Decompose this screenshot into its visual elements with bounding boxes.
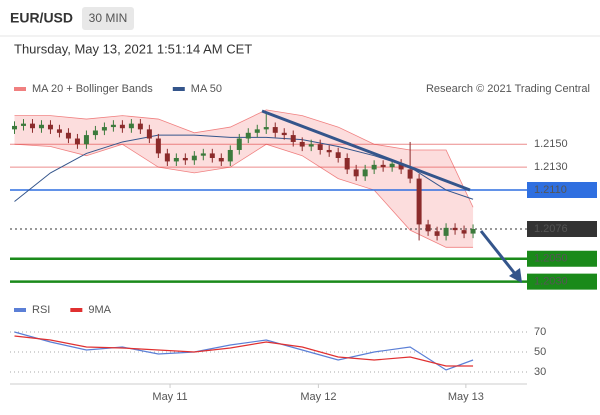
candle-body xyxy=(92,130,98,136)
level-label: 1.2110 xyxy=(534,184,567,196)
candle-body xyxy=(443,227,449,236)
candle-body xyxy=(344,157,350,170)
indicator-line xyxy=(14,335,474,367)
candle-body xyxy=(317,144,323,150)
candle-body xyxy=(155,138,161,154)
symbol: EUR/USD xyxy=(10,10,73,26)
candle-body xyxy=(407,169,413,179)
level-tag xyxy=(527,250,597,267)
credit: Research © 2021 Trading Central xyxy=(426,83,590,95)
bollinger-upper xyxy=(14,109,474,208)
candle-body xyxy=(290,135,296,142)
candle-body xyxy=(47,124,53,130)
x-tick-label: May 12 xyxy=(300,391,336,403)
candle-body xyxy=(110,124,116,128)
candle-body xyxy=(11,125,17,130)
candle-body xyxy=(209,153,215,158)
trend-line xyxy=(261,109,471,192)
timeframe-box xyxy=(82,7,134,30)
candle-body xyxy=(380,164,386,168)
legend-swatch xyxy=(14,87,26,91)
candle-body xyxy=(128,123,134,129)
candle-body xyxy=(434,231,440,236)
level-label: 1.2150 xyxy=(534,138,568,150)
candle-body xyxy=(173,157,179,162)
candle-body xyxy=(389,163,395,168)
candle-body xyxy=(416,178,422,225)
indicator-line xyxy=(14,331,474,371)
level-label: 1.2130 xyxy=(534,161,568,173)
candle-body xyxy=(452,227,458,231)
candle-body xyxy=(263,127,269,130)
candle-body xyxy=(218,157,224,162)
timeframe: 30 MIN xyxy=(89,11,128,25)
arrow-head xyxy=(509,268,522,283)
candle-body xyxy=(281,132,287,136)
x-tick-label: May 11 xyxy=(152,391,187,403)
level-label: 1.2050 xyxy=(534,253,568,265)
candle-body xyxy=(335,152,341,158)
candle-body xyxy=(461,230,467,234)
level-tag xyxy=(527,220,597,237)
candle-body xyxy=(326,149,332,153)
candle-body xyxy=(101,127,107,131)
y-tick-label: 30 xyxy=(534,366,546,378)
candle-body xyxy=(65,132,71,139)
legend-label: MA 50 xyxy=(191,83,222,95)
candle-body xyxy=(425,224,431,232)
level-tag xyxy=(527,273,597,290)
candle-body xyxy=(308,144,314,147)
candle-body xyxy=(227,149,233,162)
level-tag xyxy=(527,182,597,199)
y-tick-label: 70 xyxy=(534,326,546,338)
candle-body xyxy=(236,138,242,150)
bollinger-band-area xyxy=(14,109,474,248)
candle-body xyxy=(245,132,251,139)
candle-body xyxy=(56,129,62,133)
candle-body xyxy=(83,135,89,145)
candle-body xyxy=(137,123,143,130)
candle-body xyxy=(119,124,125,129)
datetime: Thursday, May 13, 2021 1:51:14 AM CET xyxy=(14,41,252,56)
legend-swatch xyxy=(14,308,26,312)
legend-swatch xyxy=(70,308,83,312)
candle-body xyxy=(299,141,305,147)
candle-body xyxy=(470,228,476,234)
candle-body xyxy=(191,155,197,161)
x-tick-label: May 13 xyxy=(448,391,484,403)
candle-body xyxy=(398,163,404,170)
candle-body xyxy=(182,157,188,161)
candle-body xyxy=(29,123,35,129)
candle-body xyxy=(272,127,278,133)
legend-label: 9MA xyxy=(88,304,111,316)
candle-body xyxy=(164,153,170,162)
candle-body xyxy=(38,124,44,129)
y-tick-label: 50 xyxy=(534,346,546,358)
candle-body xyxy=(362,169,368,177)
candle-body xyxy=(74,138,80,145)
candle-body xyxy=(254,129,260,133)
legend-swatch xyxy=(172,87,185,91)
bollinger-lower xyxy=(14,143,474,248)
candle-body xyxy=(353,169,359,177)
legend-label: MA 20 + Bollinger Bands xyxy=(32,83,153,95)
legend-label: RSI xyxy=(32,304,50,316)
candle-body xyxy=(146,129,152,139)
level-label: 1.2030 xyxy=(534,276,568,288)
candle-body xyxy=(20,123,26,126)
candle-body xyxy=(200,153,206,156)
candle-body xyxy=(371,164,377,170)
forecast-arrow xyxy=(479,230,518,276)
level-label: 1.2076 xyxy=(534,223,568,235)
